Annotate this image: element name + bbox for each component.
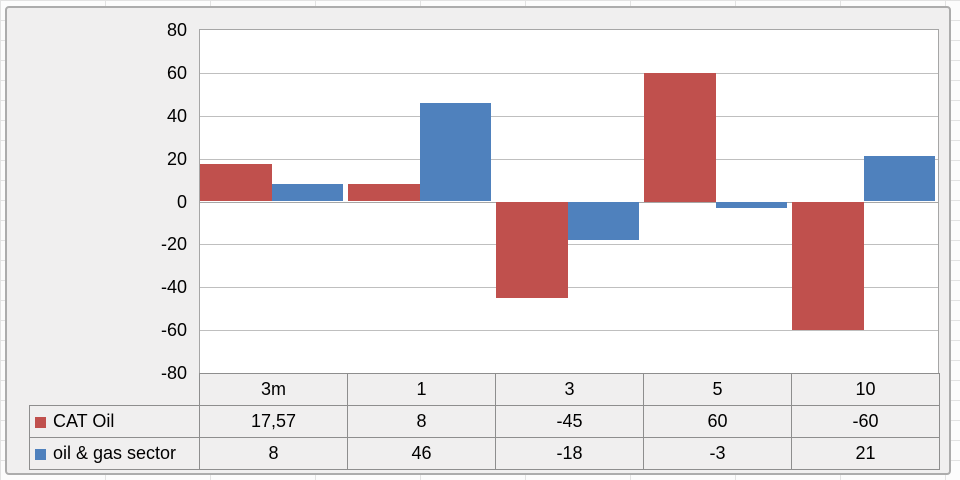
y-axis-tick-label: 0: [176, 191, 187, 212]
legend-cell: oil & gas sector: [29, 437, 200, 470]
table-series-row: CAT Oil 17,57 8 -45 60 -60: [29, 405, 940, 438]
y-axis-tick-label: -40: [160, 277, 187, 298]
y-axis-tick-label: 40: [166, 105, 187, 126]
bar-oil-gas-sector-1: [420, 102, 491, 202]
value-cell: 46: [347, 437, 496, 470]
bar-cat-oil-5: [644, 72, 716, 202]
category-header-cell: 10: [791, 373, 940, 406]
bar-oil-gas-sector-5: [716, 201, 787, 208]
category-header-cell: 3: [495, 373, 644, 406]
y-axis-tick-label: 20: [166, 148, 187, 169]
gridline: [200, 115, 938, 117]
chart-data-table: 3m 1 3 5 10 CAT Oil 17,57 8 -45 60 -60 oil & gas se…: [29, 373, 940, 470]
gridline: [200, 287, 938, 289]
y-axis-tick-label: 80: [166, 20, 187, 40]
gridline: [200, 330, 938, 332]
bar-cat-oil-10: [792, 201, 864, 331]
plot-area: [199, 29, 939, 374]
y-axis-tick-label: -20: [160, 234, 187, 255]
category-header-cell: 5: [643, 373, 792, 406]
value-cell: -18: [495, 437, 644, 470]
series-marker-icon: [35, 449, 46, 460]
value-cell: 8: [347, 405, 496, 438]
table-legend-spacer: [30, 374, 200, 406]
value-cell: -45: [495, 405, 644, 438]
bar-cat-oil-3: [496, 201, 568, 298]
series-name: CAT Oil: [53, 411, 115, 431]
value-cell: 21: [791, 437, 940, 470]
y-axis-tick-label: -60: [160, 320, 187, 341]
bar-cat-oil-1: [348, 184, 420, 202]
category-header-cell: 3m: [199, 373, 348, 406]
category-header-cell: 1: [347, 373, 496, 406]
table-header-row: 3m 1 3 5 10: [30, 373, 940, 406]
gridline: [200, 244, 938, 246]
series-name: oil & gas sector: [53, 443, 177, 463]
bar-cat-oil-3m: [200, 163, 272, 202]
bar-oil-gas-sector-3: [568, 201, 639, 241]
y-axis-tick-label: -80: [160, 363, 187, 383]
value-cell: -3: [643, 437, 792, 470]
y-axis: 80 60 40 20 0 -20 -40 -60 -80: [7, 8, 187, 473]
chart-frame: 80 60 40 20 0 -20 -40 -60 -80 3m 1 3 5 10 CAT Oil 17,5…: [5, 6, 951, 475]
gridline: [200, 158, 938, 160]
value-cell: 60: [643, 405, 792, 438]
bar-oil-gas-sector-10: [864, 156, 935, 202]
gridline: [200, 72, 938, 74]
value-cell: 8: [199, 437, 348, 470]
bar-oil-gas-sector-3m: [272, 184, 343, 202]
value-cell: 17,57: [199, 405, 348, 438]
value-cell: -60: [791, 405, 940, 438]
legend-cell: CAT Oil: [29, 405, 200, 438]
y-axis-tick-label: 60: [166, 62, 187, 83]
series-marker-icon: [35, 417, 46, 428]
table-series-row: oil & gas sector 8 46 -18 -3 21: [29, 437, 940, 470]
